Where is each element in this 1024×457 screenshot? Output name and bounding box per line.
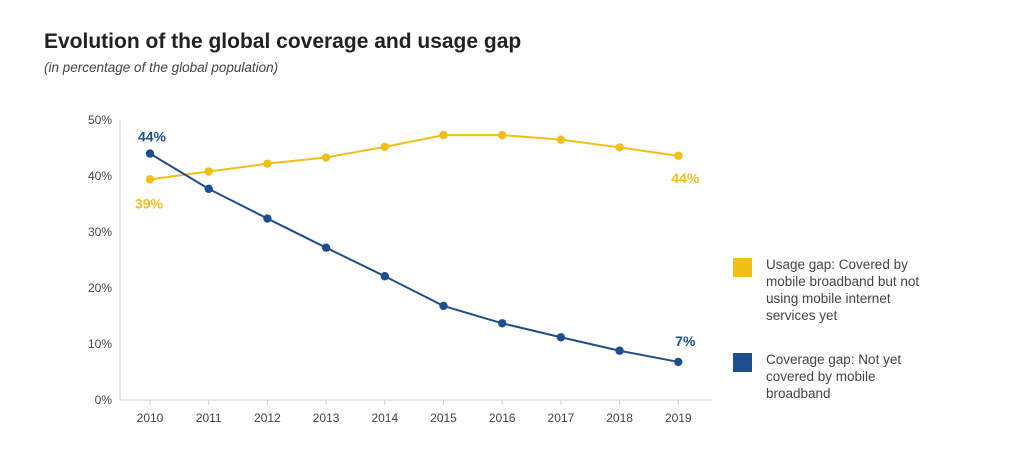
usage-data-point <box>380 142 389 152</box>
coverage-data-point <box>498 319 507 328</box>
y-tick-label: 50% <box>88 113 112 127</box>
usage-data-point <box>204 167 213 176</box>
legend-swatch-usage <box>733 258 752 277</box>
coverage-data-point <box>145 149 155 158</box>
y-tick-label: 30% <box>88 225 112 239</box>
legend-item-usage: Usage gap: Covered by mobile broadband b… <box>733 256 936 324</box>
coverage-data-point <box>556 333 566 342</box>
coverage-data-label: 7% <box>675 333 696 349</box>
usage-series-line <box>149 134 679 181</box>
x-tick-label: 2018 <box>606 411 633 425</box>
coverage-data-label: 44% <box>138 129 167 145</box>
chart-subtitle: (in percentage of the global population) <box>44 60 279 75</box>
usage-data-point <box>674 151 683 161</box>
y-tick-label: 10% <box>88 337 112 351</box>
coverage-data-point <box>674 357 683 367</box>
usage-data-point <box>556 135 566 144</box>
x-tick-label: 2019 <box>665 411 692 425</box>
x-tick-label: 2012 <box>254 411 281 425</box>
x-tick-label: 2010 <box>137 411 164 425</box>
usage-data-point <box>145 175 155 184</box>
coverage-data-point <box>321 243 331 252</box>
usage-data-point <box>321 153 331 162</box>
coverage-data-point <box>615 346 624 355</box>
coverage-data-point <box>204 184 213 194</box>
y-tick-label: 40% <box>88 169 112 183</box>
x-tick-label: 2017 <box>548 411 575 425</box>
usage-data-label: 44% <box>671 170 700 186</box>
x-tick-label: 2015 <box>430 411 457 425</box>
legend-label-coverage: Coverage gap: Not yet covered by mobile … <box>766 352 902 401</box>
coverage-data-point <box>439 301 448 311</box>
usage-data-point <box>615 143 624 152</box>
legend-item-coverage: Coverage gap: Not yet covered by mobile … <box>733 351 936 402</box>
y-tick-label: 0% <box>95 393 113 407</box>
chart-title: Evolution of the global coverage and usa… <box>44 30 522 53</box>
coverage-series-line <box>149 152 679 363</box>
legend-swatch-coverage <box>733 353 752 372</box>
usage-data-point <box>439 130 448 140</box>
usage-data-point <box>263 159 272 168</box>
x-tick-label: 2013 <box>313 411 340 425</box>
coverage-data-point <box>380 272 389 281</box>
usage-data-label: 39% <box>135 195 164 211</box>
x-tick-label: 2011 <box>196 411 222 425</box>
x-tick-label: 2016 <box>489 411 516 425</box>
legend-label-usage: Usage gap: Covered by mobile broadband b… <box>766 257 920 323</box>
y-tick-label: 20% <box>88 281 112 295</box>
x-tick-label: 2014 <box>371 411 398 425</box>
usage-data-point <box>498 130 507 140</box>
coverage-data-point <box>263 214 272 223</box>
